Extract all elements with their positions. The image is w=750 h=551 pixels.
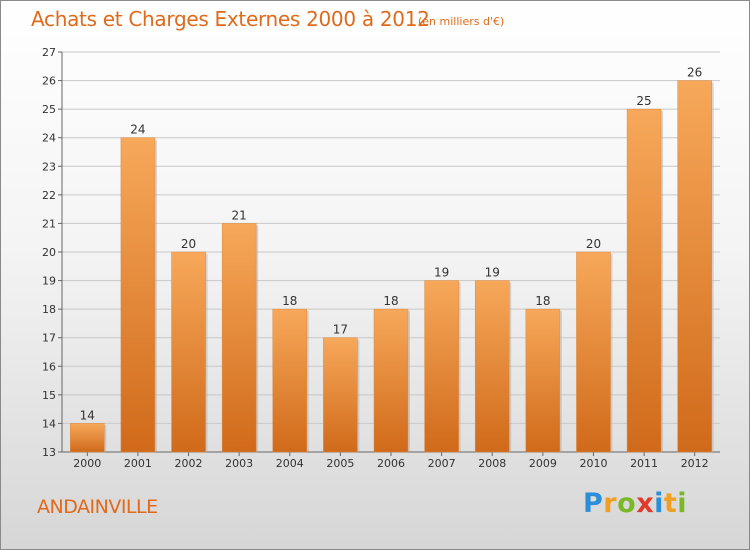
bar-2004 <box>272 308 308 453</box>
data-label: 20 <box>586 237 601 251</box>
x-tick-label: 2007 <box>428 457 456 470</box>
data-label: 14 <box>80 408 95 422</box>
labels: 13 14 15 16 17 18 19 20 21 22 23 24 25 26 27 14 2000 24 20… <box>42 46 709 470</box>
data-label: 25 <box>636 94 651 108</box>
bar-2009 <box>525 308 561 453</box>
bar-2008 <box>474 280 510 453</box>
chart-subtitle: (en milliers d'€) <box>418 15 505 28</box>
y-tick-label: 14 <box>42 417 56 430</box>
data-label: 24 <box>130 123 145 137</box>
logo-letter: o <box>617 488 637 519</box>
bar-2000 <box>70 423 105 453</box>
bar-2003 <box>221 223 257 453</box>
data-label: 18 <box>383 294 398 308</box>
bar-2001 <box>120 137 156 453</box>
chart-title: Achats et Charges Externes 2000 à 2012 <box>31 7 430 31</box>
logo-letter: i <box>677 488 688 519</box>
data-label: 18 <box>282 294 297 308</box>
y-tick-label: 17 <box>42 332 56 345</box>
x-tick-label: 2008 <box>478 457 506 470</box>
x-tick-label: 2010 <box>579 457 607 470</box>
logo-letter: P <box>583 488 604 519</box>
bar-2010 <box>576 251 611 453</box>
x-tick-label: 2005 <box>326 457 354 470</box>
logo-letter: x <box>636 488 655 519</box>
x-tick-label: 2011 <box>630 457 658 470</box>
y-tick-label: 24 <box>42 132 56 145</box>
y-tick-label: 19 <box>42 275 56 288</box>
y-tick-label: 20 <box>42 246 56 259</box>
data-label: 20 <box>181 237 196 251</box>
bar-2011 <box>626 108 662 453</box>
y-tick-label: 27 <box>42 46 56 59</box>
y-tick-label: 23 <box>42 160 56 173</box>
y-tick-label: 26 <box>42 75 56 88</box>
bar-2005 <box>323 337 358 453</box>
x-tick-label: 2003 <box>225 457 253 470</box>
data-label: 19 <box>434 266 449 280</box>
y-tick-label: 21 <box>42 217 56 230</box>
logo-letter: t <box>663 488 678 519</box>
data-label: 19 <box>485 266 500 280</box>
y-tick-label: 13 <box>42 446 56 459</box>
data-label: 26 <box>687 66 702 80</box>
x-tick-label: 2001 <box>124 457 152 470</box>
bar-2012 <box>677 80 712 453</box>
x-tick-label: 2004 <box>276 457 304 470</box>
bar-2007 <box>424 280 459 453</box>
x-tick-label: 2000 <box>73 457 101 470</box>
x-tick-label: 2006 <box>377 457 405 470</box>
bar-2006 <box>373 308 409 453</box>
data-label: 21 <box>232 208 247 222</box>
y-tick-label: 15 <box>42 389 56 402</box>
logo-letter: r <box>603 488 618 519</box>
bar-2002 <box>171 251 206 453</box>
y-tick-label: 22 <box>42 189 56 202</box>
x-tick-label: 2012 <box>681 457 709 470</box>
logo-letter: i <box>654 488 664 519</box>
y-tick-label: 25 <box>42 103 56 116</box>
x-tick-label: 2002 <box>175 457 203 470</box>
commune-name: ANDAINVILLE <box>37 496 158 518</box>
proxiti-logo[interactable]: Proxiti <box>583 488 687 519</box>
y-tick-label: 18 <box>42 303 56 316</box>
x-tick-label: 2009 <box>529 457 557 470</box>
data-label: 17 <box>333 323 348 337</box>
bars <box>70 80 714 453</box>
y-tick-label: 16 <box>42 360 56 373</box>
data-label: 18 <box>535 294 550 308</box>
